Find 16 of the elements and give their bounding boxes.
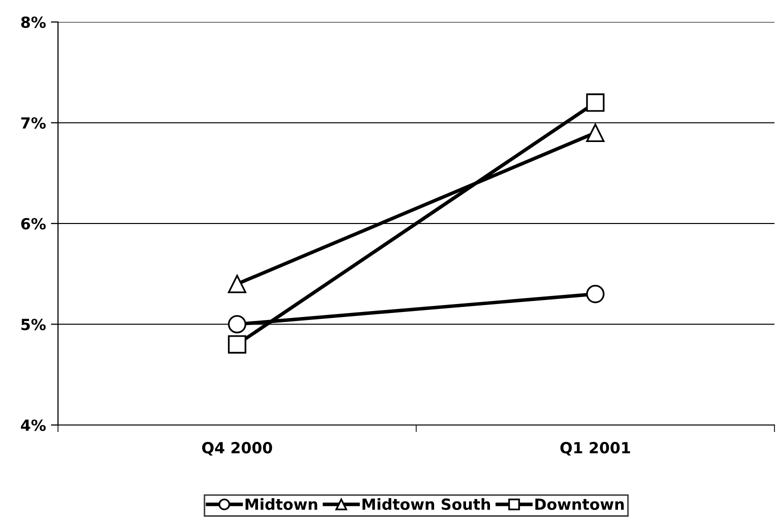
legend-label: Downtown [535, 498, 624, 510]
y-tick-label: 6% [21, 218, 46, 230]
y-tick-label: 8% [21, 16, 46, 28]
legend-label: Midtown [246, 498, 318, 510]
point [586, 124, 605, 142]
legend-label: Midtown South [362, 498, 490, 510]
x-tick-label: Q4 2000 [202, 442, 272, 456]
point [228, 274, 246, 294]
y-tick-label: 7% [21, 117, 46, 129]
x-tick-label: Q1 2001 [560, 442, 630, 456]
y-tick-label: 5% [21, 318, 46, 330]
point [228, 315, 246, 334]
y-tick-label: 4% [20, 419, 46, 432]
point [228, 335, 246, 354]
point [586, 93, 605, 112]
point [586, 284, 605, 304]
